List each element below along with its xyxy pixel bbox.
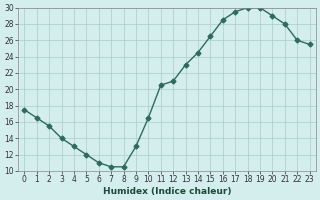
X-axis label: Humidex (Indice chaleur): Humidex (Indice chaleur) bbox=[103, 187, 231, 196]
